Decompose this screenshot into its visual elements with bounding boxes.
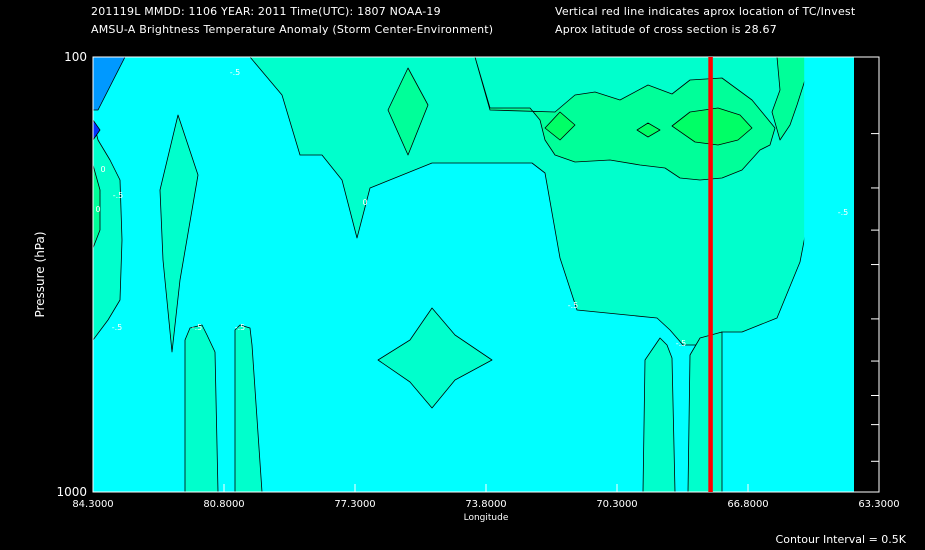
contour-cold-upper-left-inner xyxy=(93,119,101,141)
header-subtitle-left: AMSU-A Brightness Temperature Anomaly (S… xyxy=(91,23,494,36)
contour-band-1.0-c xyxy=(636,122,661,138)
contour-strip-4 xyxy=(687,331,723,492)
y-tick-label: 100 xyxy=(64,50,87,64)
contour-label: -.5 xyxy=(235,323,246,332)
contour-label: 0 xyxy=(362,198,367,207)
contour-label: -.5 xyxy=(568,301,579,310)
contour-left-edge-green xyxy=(93,164,101,249)
x-tick-label: 66.8000 xyxy=(727,499,768,510)
x-tick-label: 70.3000 xyxy=(596,499,637,510)
x-tick-label: 80.8000 xyxy=(203,499,244,510)
contour-diamond-upper xyxy=(387,67,429,156)
contour-diamond-lower xyxy=(377,307,493,409)
contour-label: -.5 xyxy=(838,208,849,217)
contour-label: -.5 xyxy=(676,339,687,348)
x-axis-title: Longitude xyxy=(464,513,509,523)
contour-strip-1 xyxy=(184,324,219,492)
header-title-right: Vertical red line indicates aprox locati… xyxy=(555,5,856,18)
contour-field xyxy=(93,57,805,492)
y-tick-label: 1000 xyxy=(56,485,87,499)
contour-cold-upper-left xyxy=(93,57,126,111)
contour-interval-label: Contour Interval = 0.5K xyxy=(776,533,907,546)
header-subtitle-right: Aprox latitude of cross section is 28.67 xyxy=(555,23,777,36)
header-title-left: 201119L MMDD: 1106 YEAR: 2011 Time(UTC):… xyxy=(91,5,441,18)
contour-label: -.5 xyxy=(230,68,241,77)
contour-spike-left xyxy=(159,114,199,353)
x-tick-label: 77.3000 xyxy=(334,499,375,510)
contour-label: -.5 xyxy=(192,323,203,332)
x-tick-label: 84.3000 xyxy=(72,499,113,510)
contour-label: 0 xyxy=(95,205,100,214)
contour-band-0.5 xyxy=(474,57,776,181)
contour-label: -.5 xyxy=(112,323,123,332)
x-tick-label: 63.3000 xyxy=(858,499,899,510)
contour-strip-2 xyxy=(234,324,263,492)
contour-band-1.0-a xyxy=(544,111,576,141)
contour-label: -.5 xyxy=(113,191,124,200)
y-axis-title: Pressure (hPa) xyxy=(33,231,47,317)
contour-strip-3 xyxy=(642,337,676,492)
contour-label: 0 xyxy=(100,165,105,174)
contour-band-0.5-right xyxy=(771,57,805,141)
x-tick-label: 73.8000 xyxy=(465,499,506,510)
